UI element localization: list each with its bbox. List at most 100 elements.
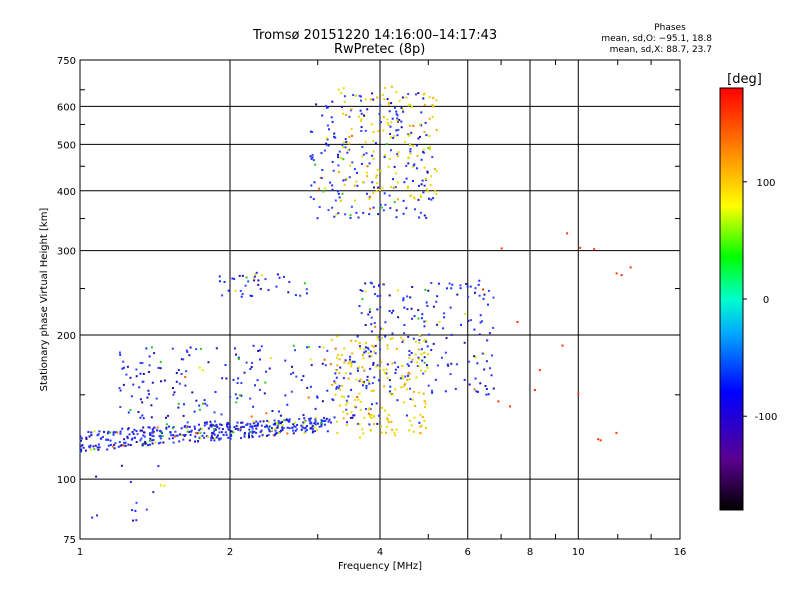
data-point — [316, 396, 319, 399]
data-point — [213, 433, 216, 436]
data-point — [255, 271, 258, 274]
data-point — [362, 382, 365, 385]
data-point — [90, 434, 93, 437]
data-point — [155, 397, 158, 400]
data-point — [331, 188, 334, 191]
data-point — [313, 426, 316, 429]
data-point — [296, 424, 299, 426]
data-point — [417, 317, 420, 320]
data-point — [129, 376, 132, 379]
data-point — [248, 434, 250, 437]
data-point — [134, 436, 136, 439]
data-point — [366, 375, 369, 378]
data-point — [111, 445, 114, 448]
data-point — [389, 136, 392, 139]
data-point — [313, 422, 316, 425]
data-point — [381, 187, 384, 190]
data-point — [213, 437, 216, 440]
data-point — [228, 426, 231, 429]
data-point — [432, 96, 435, 99]
data-point — [377, 213, 380, 216]
data-point — [372, 140, 375, 143]
data-point — [293, 425, 296, 428]
data-point — [428, 117, 431, 120]
data-point — [243, 433, 246, 436]
data-point — [314, 163, 317, 166]
data-point — [377, 130, 380, 133]
data-point — [128, 433, 131, 436]
data-point — [190, 430, 193, 433]
data-point — [390, 186, 393, 189]
data-point — [538, 369, 541, 372]
data-point — [421, 424, 423, 427]
x-tick-label: 4 — [377, 547, 383, 558]
data-point — [411, 165, 414, 168]
data-point — [409, 387, 412, 390]
data-point — [351, 352, 354, 355]
data-point — [293, 421, 296, 424]
data-point — [225, 377, 228, 380]
data-point — [281, 426, 284, 429]
data-point — [314, 407, 317, 410]
data-point — [229, 437, 232, 440]
data-point — [252, 344, 255, 347]
data-point — [379, 169, 382, 172]
data-point — [416, 361, 419, 364]
data-point — [246, 422, 249, 425]
data-point — [331, 160, 334, 163]
data-point — [201, 369, 204, 372]
data-point — [428, 135, 431, 138]
data-point — [310, 184, 313, 187]
data-point — [311, 131, 314, 133]
x-tick-label: 1 — [77, 547, 83, 558]
data-point — [347, 377, 350, 380]
data-point — [159, 360, 162, 363]
data-point — [221, 294, 224, 297]
data-point — [402, 212, 405, 215]
data-point — [359, 109, 362, 112]
data-point — [227, 422, 230, 424]
data-point — [102, 435, 104, 438]
data-point — [345, 408, 348, 411]
data-point — [106, 448, 109, 451]
data-point — [349, 214, 352, 217]
data-point — [382, 209, 385, 212]
data-point — [361, 155, 364, 158]
data-point — [129, 481, 132, 483]
data-point — [378, 112, 381, 115]
data-point — [360, 99, 362, 102]
data-point — [97, 443, 100, 446]
data-point — [340, 92, 343, 95]
data-point — [206, 404, 209, 407]
data-point — [401, 108, 404, 111]
data-point — [264, 278, 267, 281]
data-point — [127, 411, 130, 414]
data-point — [487, 303, 489, 306]
data-point — [218, 275, 221, 278]
data-point — [346, 401, 349, 404]
data-point — [451, 283, 454, 286]
data-point — [265, 434, 268, 437]
data-point — [368, 382, 371, 385]
data-point — [370, 330, 373, 333]
data-point — [359, 436, 361, 439]
data-point — [281, 427, 284, 430]
data-point — [395, 216, 398, 219]
data-point — [345, 399, 348, 402]
data-point — [422, 191, 425, 194]
data-point — [213, 411, 216, 414]
data-point — [148, 439, 151, 442]
data-point — [326, 430, 329, 433]
data-point — [92, 445, 95, 448]
data-point — [343, 361, 346, 364]
data-point — [422, 392, 425, 395]
data-point — [374, 325, 377, 328]
data-point — [118, 387, 121, 390]
data-point — [335, 385, 338, 388]
data-point — [134, 509, 137, 512]
data-point — [386, 98, 389, 101]
data-point — [393, 165, 396, 168]
data-point — [361, 428, 364, 431]
data-point — [412, 124, 415, 127]
data-point — [412, 430, 415, 433]
